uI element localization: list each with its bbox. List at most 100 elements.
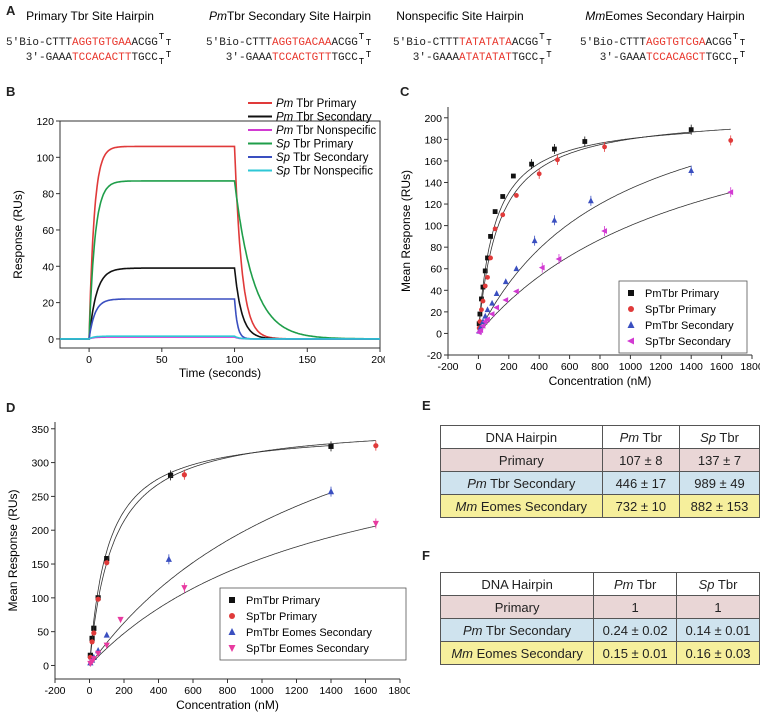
- panel-letter-d: D: [6, 400, 16, 415]
- x-tick-label: 150: [299, 354, 317, 366]
- y-tick-label: 20: [42, 298, 54, 310]
- data-point: [89, 635, 95, 642]
- data-point: [103, 642, 110, 649]
- x-tick-label: 0: [86, 354, 92, 366]
- y-tick-label: 20: [430, 307, 442, 319]
- top-strand: 5'Bio-CTTTAGGTGTGAAACGG: [6, 37, 158, 49]
- data-point: [602, 144, 607, 150]
- table-row: Primary 107 ± 8 137 ± 7: [440, 448, 760, 472]
- top-strand: 5'Bio-CTTTTATATATAACGG: [393, 37, 538, 49]
- x-tick-label: 200: [500, 361, 518, 373]
- row-label: Mm Eomes Secondary: [440, 494, 603, 518]
- hairpin-title: Nonspecific Site Hairpin: [396, 9, 523, 23]
- data-point: [493, 290, 500, 296]
- loop-base: T: [366, 38, 372, 48]
- y-tick-label: 180: [424, 134, 442, 146]
- loop-base: T: [166, 50, 172, 60]
- cell-value: 0.14 ± 0.01: [676, 618, 760, 642]
- binding-curve-chart-c: -200020040060080010001200140016001800-20…: [399, 107, 760, 388]
- cell-value: 107 ± 8: [601, 448, 681, 472]
- data-point: [500, 194, 506, 199]
- x-tick-label: 1800: [740, 361, 760, 373]
- legend-label: Sp Tbr Nonspecific: [276, 166, 373, 178]
- loop-base: T: [740, 38, 746, 48]
- legend-label: PmTbr Primary: [246, 595, 320, 607]
- x-tick-label: 400: [150, 685, 168, 697]
- data-point: [531, 237, 538, 244]
- series-line: [60, 267, 380, 340]
- data-point: [480, 284, 486, 290]
- data-point: [480, 298, 486, 304]
- x-tick-label: 1800: [388, 685, 410, 697]
- bottom-strand: 3'-GAAAATATATATTGCC: [413, 52, 539, 64]
- rel-header-sp: Sp Tbr: [676, 572, 760, 596]
- data-point: [500, 212, 506, 218]
- panel-letter-c: C: [400, 84, 410, 99]
- series-line: [60, 180, 380, 340]
- cell-value: 0.24 ± 0.02: [593, 618, 678, 642]
- x-tick-label: 0: [87, 685, 93, 697]
- data-point: [373, 443, 379, 449]
- cell-value: 1: [593, 595, 678, 619]
- loop-base: T: [366, 50, 372, 60]
- cell-value: 1: [676, 595, 760, 619]
- x-tick-label: 1400: [680, 361, 704, 373]
- y-tick-label: 120: [424, 199, 442, 211]
- table-row: Pm Tbr Secondary 0.24 ± 0.02 0.14 ± 0.01: [439, 618, 760, 642]
- kd-table-header: DNA Hairpin Pm Tbr Sp Tbr: [440, 425, 760, 449]
- data-point: [529, 161, 534, 167]
- rel-table-header: DNA Hairpin Pm Tbr Sp Tbr: [439, 572, 760, 596]
- x-tick-label: 50: [156, 354, 168, 366]
- hairpin-title: MmEomes Secondary Hairpin: [585, 9, 744, 23]
- bottom-strand: 3'-GAAATCCACAGCTTGCC: [600, 52, 732, 64]
- plot-frame: [59, 120, 381, 349]
- data-point: [489, 299, 495, 306]
- data-point: [167, 472, 174, 479]
- table-row: Mm Eomes Secondary 732 ± 10 882 ± 153: [440, 494, 760, 518]
- cell-value: 882 ± 153: [679, 494, 760, 518]
- y-tick-label: 100: [36, 152, 54, 164]
- relative-affinity-table: DNA Hairpin Pm Tbr Sp Tbr Primary 1 1 Pm…: [439, 572, 760, 665]
- y-tick-label: 40: [42, 261, 54, 273]
- y-tick-label: 100: [424, 221, 442, 233]
- data-point: [488, 233, 493, 239]
- legend-label: Pm Tbr Nonspecific: [276, 125, 376, 137]
- fit-curve: [89, 445, 331, 666]
- y-tick-label: 0: [43, 660, 49, 672]
- hairpin-title: Primary Tbr Site Hairpin: [26, 9, 154, 23]
- y-tick-label: 60: [42, 225, 54, 237]
- x-tick-label: 400: [530, 361, 548, 373]
- data-point: [601, 228, 607, 234]
- cell-value: 989 ± 49: [679, 471, 760, 495]
- data-point: [552, 146, 557, 152]
- legend-label: SpTbr Primary: [645, 304, 716, 316]
- y-tick-label: 0: [48, 334, 54, 346]
- y-tick-label: 250: [31, 491, 49, 503]
- loop-base: T: [159, 57, 165, 67]
- panel-letter-f: F: [422, 548, 430, 563]
- y-tick-label: 100: [31, 593, 49, 605]
- hairpin-title: PmTbr Secondary Site Hairpin: [209, 9, 371, 23]
- data-point: [688, 127, 694, 133]
- legend-label: Sp Tbr Primary: [276, 139, 353, 151]
- fit-curve: [89, 492, 332, 666]
- x-axis-label: Concentration (nM): [549, 374, 652, 388]
- loop-base: T: [733, 57, 739, 67]
- x-tick-label: 600: [184, 685, 202, 697]
- cell-value: 446 ± 17: [601, 471, 681, 495]
- data-point: [627, 337, 634, 345]
- data-point: [582, 139, 588, 144]
- data-point: [555, 256, 562, 262]
- x-tick-label: 100: [226, 354, 244, 366]
- top-strand: 5'Bio-CTTTAGGTGTCGAACGG: [580, 37, 732, 49]
- series-line: [60, 298, 380, 340]
- x-tick-label: 200: [371, 354, 385, 366]
- x-tick-label: 1000: [619, 361, 643, 373]
- x-tick-label: 1200: [285, 685, 309, 697]
- table-row: Mm Eomes Secondary 0.15 ± 0.01 0.16 ± 0.…: [439, 641, 760, 665]
- loop-base: T: [733, 32, 739, 42]
- data-point: [181, 585, 188, 592]
- y-tick-label: 80: [42, 189, 54, 201]
- data-point: [513, 288, 519, 295]
- x-tick-label: 200: [115, 685, 133, 697]
